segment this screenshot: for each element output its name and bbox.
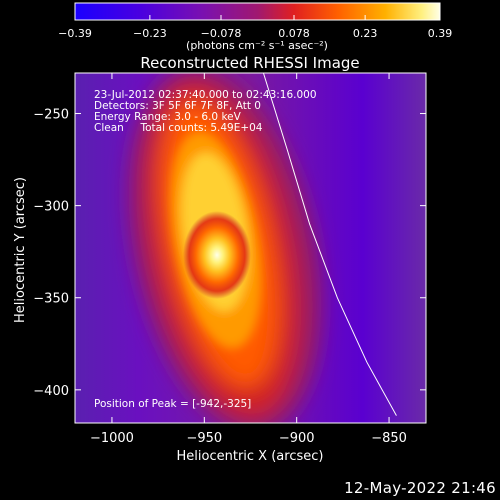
chart-title: Reconstructed RHESSI Image: [140, 54, 359, 72]
annotation-energy-range: Energy Range: 3.0 - 6.0 keV: [94, 111, 242, 123]
colorbar-tick-label: 0.39: [428, 27, 453, 40]
x-axis-label: Heliocentric X (arcsec): [177, 449, 324, 464]
colorbar-unit-label: (photons cm⁻² s⁻¹ asec⁻²): [186, 39, 328, 52]
annotation-detectors: Detectors: 3F 5F 6F 7F 8F, Att 0: [94, 100, 261, 112]
y-tick-label: −350: [33, 292, 69, 307]
colorbar-gradient: [75, 3, 440, 20]
y-tick-label: −250: [33, 108, 69, 123]
emission-peak: [183, 211, 251, 299]
colorbar-frame: [74, 2, 441, 21]
plot-image: [75, 73, 426, 423]
y-axis-label: Heliocentric Y (arcsec): [13, 177, 28, 323]
solar-limb-curve: [262, 73, 397, 416]
x-tick-label: −950: [186, 431, 222, 446]
y-axis-ticks: −250 −300 −350 −400: [33, 108, 426, 399]
x-tick-label: −1000: [90, 431, 134, 446]
annotation-total-counts: Clean Total counts: 5.49E+04: [94, 122, 263, 134]
plot-frame: [74, 72, 427, 424]
y-tick-label: −300: [33, 200, 69, 215]
colorbar-tick-label: −0.23: [133, 27, 167, 40]
annotation-time-range: 23-Jul-2012 02:37:40.000 to 02:43:16.000: [94, 89, 317, 101]
annotations: 23-Jul-2012 02:37:40.000 to 02:43:16.000…: [94, 89, 317, 410]
colorbar-tick-label: 0.23: [353, 27, 378, 40]
colorbar-tick-label: 0.078: [278, 27, 310, 40]
x-axis-ticks: −1000 −950 −900 −850: [90, 73, 407, 446]
footer-date: 12-May-2022 21:46: [344, 479, 496, 497]
colorbar-tick-label: −0.078: [201, 27, 242, 40]
colorbar-tick-label: −0.39: [58, 27, 92, 40]
colorbar: −0.39 −0.23 −0.078 0.078 0.23 0.39 (photons c…: [58, 2, 452, 52]
y-tick-label: −400: [33, 384, 69, 399]
x-tick-label: −850: [371, 431, 407, 446]
annotation-peak-position: Position of Peak = [-942,-325]: [94, 398, 251, 410]
colorbar-ticks: −0.39 −0.23 −0.078 0.078 0.23 0.39: [58, 15, 452, 40]
x-tick-label: −900: [279, 431, 315, 446]
